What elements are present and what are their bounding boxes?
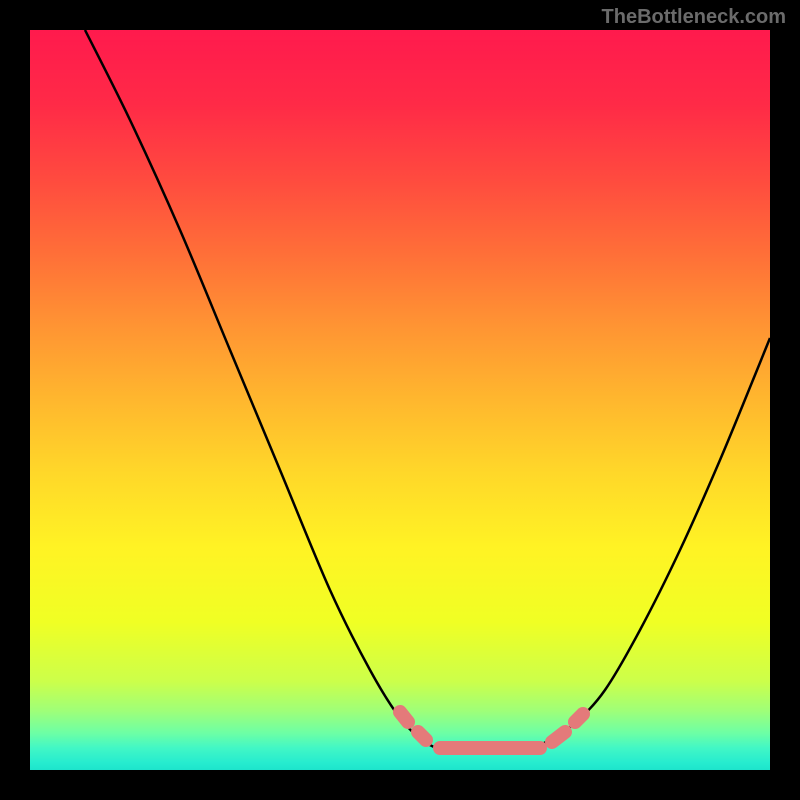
bottleneck-curve	[85, 30, 770, 752]
chart-area	[30, 30, 770, 770]
watermark-text: TheBottleneck.com	[602, 6, 786, 29]
marker-highlight	[400, 712, 583, 748]
curve-layer	[30, 30, 770, 770]
